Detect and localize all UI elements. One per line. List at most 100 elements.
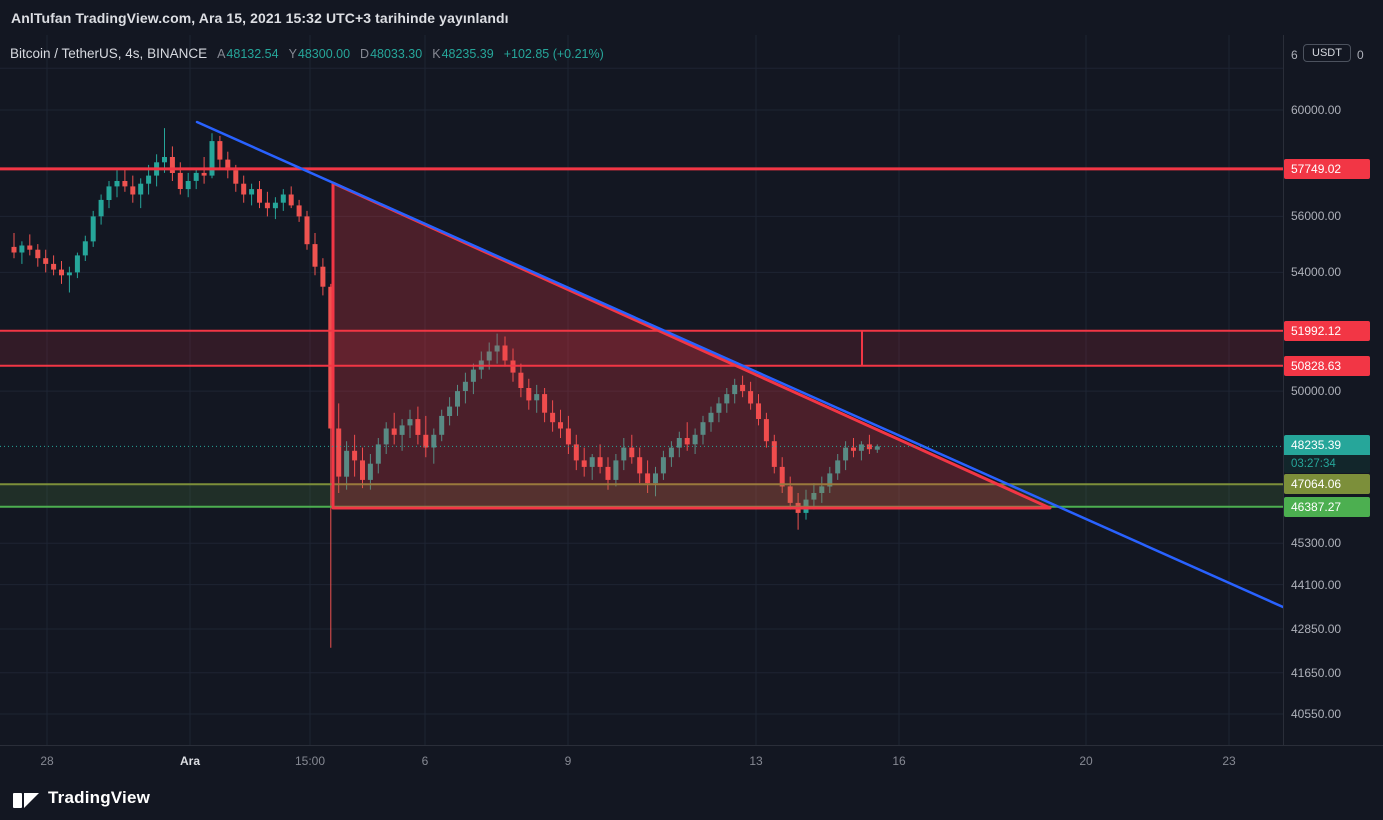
candle xyxy=(581,447,587,477)
price-axis-label: 41650.00 xyxy=(1291,665,1342,680)
candle xyxy=(621,438,627,471)
candle xyxy=(787,476,793,510)
grid xyxy=(0,35,1283,745)
time-axis[interactable]: 28 Ara 15:00 6 9 13 16 20 23 xyxy=(0,745,1383,775)
candle xyxy=(835,454,841,480)
candle xyxy=(312,233,318,276)
currency-toggle-button[interactable]: USDT xyxy=(1303,44,1351,62)
candle xyxy=(383,422,389,454)
candle xyxy=(193,167,199,190)
candle xyxy=(19,241,25,264)
candle xyxy=(629,434,635,464)
candle xyxy=(415,406,421,445)
price-level-label[interactable]: 47064.06 xyxy=(1284,474,1370,495)
candle xyxy=(59,261,64,284)
candle xyxy=(518,363,524,398)
candle xyxy=(27,234,33,256)
axis-top-fragment-left: 6 xyxy=(1291,48,1298,62)
candle xyxy=(455,384,460,416)
price-axis-label: 40550.00 xyxy=(1291,707,1342,721)
time-axis-label: 20 xyxy=(1079,754,1093,768)
ohlc-open: A 48132.54 xyxy=(217,47,279,61)
symbol-legend[interactable]: Bitcoin / TetherUS, 4s, BINANCE A 48132.5… xyxy=(10,46,604,61)
candle xyxy=(257,181,262,209)
candle xyxy=(494,333,500,364)
candle xyxy=(225,151,231,179)
candle xyxy=(645,460,651,493)
candles xyxy=(11,128,880,648)
candle xyxy=(241,175,247,203)
candle xyxy=(748,381,754,410)
tradingview-logo-icon[interactable] xyxy=(13,787,39,809)
candle xyxy=(320,258,326,296)
candle xyxy=(732,378,738,404)
candle xyxy=(597,444,603,474)
candle xyxy=(185,172,191,198)
chart-canvas[interactable]: Bitcoin / TetherUS, 4s, BINANCE A 48132.5… xyxy=(0,35,1283,745)
current-price-value: 48235.39 xyxy=(1284,435,1370,456)
candle xyxy=(360,447,365,489)
candle xyxy=(98,194,104,225)
candle xyxy=(708,406,714,432)
candle xyxy=(558,409,563,438)
candle xyxy=(272,197,278,220)
symbol-title[interactable]: Bitcoin / TetherUS, 4s, BINANCE xyxy=(10,46,208,61)
candle xyxy=(352,434,358,477)
candle xyxy=(550,400,556,432)
price-axis-label: 56000.00 xyxy=(1291,209,1342,224)
candle xyxy=(462,372,468,404)
descending-triangle-drawing[interactable] xyxy=(331,181,1052,510)
candle xyxy=(502,336,508,367)
price-level-label[interactable]: 50828.63 xyxy=(1284,355,1370,376)
candle xyxy=(43,249,49,273)
candle xyxy=(573,434,579,471)
candle xyxy=(653,466,658,497)
candle xyxy=(724,388,730,413)
candle xyxy=(851,438,856,458)
candle xyxy=(391,412,397,445)
candle xyxy=(82,235,88,261)
time-axis-label: 23 xyxy=(1222,754,1236,768)
candle xyxy=(668,441,674,467)
candle xyxy=(700,415,706,445)
price-level-label[interactable]: 57749.02 xyxy=(1284,158,1370,179)
candle xyxy=(692,428,698,454)
candle xyxy=(874,444,880,453)
candle xyxy=(613,454,619,487)
candle xyxy=(447,397,453,426)
time-axis-label: 15:00 xyxy=(294,754,326,768)
candlestick-chart[interactable] xyxy=(0,35,1283,745)
ohlc-low: D 48033.30 xyxy=(360,47,423,61)
candle xyxy=(526,378,532,410)
candle xyxy=(304,210,310,250)
candle xyxy=(431,428,437,464)
candle xyxy=(763,412,769,448)
trendline-drawing[interactable] xyxy=(195,120,1283,609)
candle xyxy=(249,183,255,206)
footer-bar: TradingView xyxy=(0,775,1383,820)
red-zone-band[interactable] xyxy=(0,329,1283,367)
candle xyxy=(439,409,445,442)
candle xyxy=(423,415,429,458)
candle xyxy=(162,128,167,173)
price-axis-label: 50000.00 xyxy=(1291,384,1342,399)
candle xyxy=(35,244,41,267)
candle xyxy=(589,454,595,480)
candle xyxy=(470,363,476,395)
candle xyxy=(811,483,817,510)
price-axis[interactable]: 6 0 USDT 60000.00 56000.00 54000.00 50000.0… xyxy=(1283,35,1383,745)
price-axis-label: 60000.00 xyxy=(1291,103,1342,117)
candle xyxy=(66,266,72,293)
candle xyxy=(177,162,183,195)
price-level-label[interactable]: 51992.12 xyxy=(1284,320,1370,341)
change-value: +102.85 (+0.21%) xyxy=(503,47,604,61)
candle xyxy=(74,252,80,279)
candle xyxy=(264,191,270,217)
candle xyxy=(534,384,540,413)
candle xyxy=(858,441,864,461)
bar-countdown: 03:27:34 xyxy=(1284,455,1370,474)
price-level-label[interactable]: 46387.27 xyxy=(1284,496,1370,517)
publish-byline: AnlTufan TradingView.com, Ara 15, 2021 1… xyxy=(11,9,509,26)
candle xyxy=(122,168,128,192)
tradingview-wordmark[interactable]: TradingView xyxy=(48,787,151,807)
